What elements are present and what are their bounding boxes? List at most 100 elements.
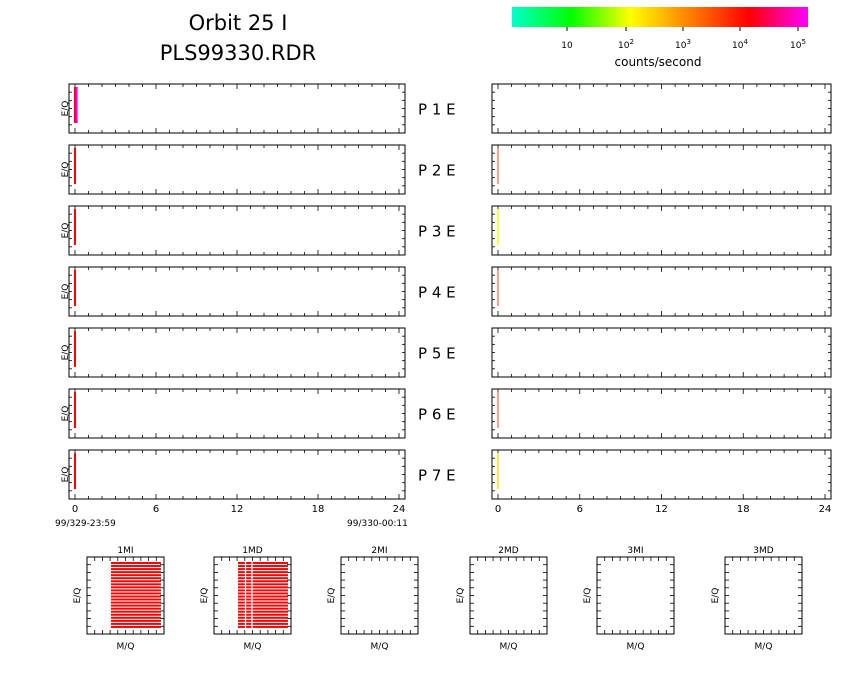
spectrum-row xyxy=(111,580,161,583)
spectrum-row xyxy=(111,610,161,613)
panel-frame xyxy=(68,144,406,195)
mass-panel-title: 1MD xyxy=(242,546,262,556)
mass-panel-title: 3MD xyxy=(753,546,773,556)
panel-frame xyxy=(340,556,419,635)
e-q-axis-label: E/Q xyxy=(583,588,593,604)
spectrum-row xyxy=(111,607,161,610)
panel-frame xyxy=(491,449,832,500)
title-line-2: PLS99330.RDR xyxy=(160,41,317,65)
spectrum-row xyxy=(238,571,288,574)
spectrum-row xyxy=(111,577,161,580)
x-tick-label: 0 xyxy=(72,504,78,515)
spectrum-row xyxy=(238,601,288,604)
panel-label: P 7 E xyxy=(418,467,456,485)
spectrum-row xyxy=(111,574,161,577)
panel-label: P 2 E xyxy=(418,162,456,180)
spectrum-row xyxy=(238,592,288,595)
spectrum-row xyxy=(111,601,161,604)
spectrum-row xyxy=(238,598,288,601)
spectrum-row xyxy=(111,586,161,589)
spectrum-row xyxy=(238,583,288,586)
spectrum-row xyxy=(238,595,288,598)
e-q-axis-label: E/Q xyxy=(61,467,71,483)
e-q-axis-label: E/Q xyxy=(61,223,71,239)
x-tick-label: 24 xyxy=(393,504,406,515)
x-tick-label: 24 xyxy=(819,504,832,515)
spectrum-row xyxy=(238,625,288,628)
panel-frame xyxy=(68,266,406,317)
panel-frame xyxy=(491,144,832,195)
spectrum-row xyxy=(238,565,288,568)
colorbar-tick-label: 102 xyxy=(618,38,634,51)
spectrum-row xyxy=(238,616,288,619)
e-q-axis-label: E/Q xyxy=(61,345,71,361)
m-q-axis-label: M/Q xyxy=(244,642,262,652)
x-tick-label: 6 xyxy=(153,504,159,515)
panel-frame xyxy=(68,449,406,500)
mass-panel-title: 2MI xyxy=(371,546,387,556)
colorbar-tick-label: 104 xyxy=(732,38,748,51)
colorbar-ticks: 10 102 103 104 105 xyxy=(561,27,806,51)
spectrum-row xyxy=(111,598,161,601)
spectrum-row xyxy=(111,595,161,598)
spectrum-row xyxy=(238,622,288,625)
m-q-axis-label: M/Q xyxy=(371,642,389,652)
mass-panel: 3MD M/Q E/Q xyxy=(711,546,803,652)
spectrum-row xyxy=(111,592,161,595)
spectrum-row xyxy=(238,610,288,613)
panel-label: P 6 E xyxy=(418,406,456,424)
spectrum-row xyxy=(111,565,161,568)
mass-panel: 1MI M/Q E/Q xyxy=(73,546,165,652)
m-q-axis-label: M/Q xyxy=(627,642,645,652)
spectrum-row xyxy=(111,583,161,586)
colorbar-tick-label: 10 xyxy=(561,41,573,51)
panel-frame xyxy=(596,556,675,635)
mass-panel: 2MD M/Q E/Q xyxy=(456,546,548,652)
spectrum-row xyxy=(238,562,288,564)
panel-frame xyxy=(469,556,548,635)
mass-panel: 2MI M/Q E/Q xyxy=(327,546,419,652)
panel-frame xyxy=(491,388,832,439)
e-q-axis-label: E/Q xyxy=(711,588,721,604)
left-panel-stack: E/Q P 1 E E/Q P 2 E E/Q P 3 E E/Q P 4 E E/Q P 5 E… xyxy=(61,83,456,515)
panel-frame xyxy=(68,83,406,134)
x-tick-label: 18 xyxy=(737,504,750,515)
mass-panel: 1MD M/Q E/Q xyxy=(200,546,292,652)
e-q-axis-label: E/Q xyxy=(73,588,83,604)
spectrum-row xyxy=(238,586,288,589)
x-tick-label: 18 xyxy=(312,504,325,515)
spectrum-row xyxy=(111,568,161,571)
spectrum-row xyxy=(238,619,288,622)
mass-spectrum-panels: 1MI M/Q E/Q 1MD M/Q E/Q 2MI M/Q E/Q 2MD M/Q E/Q 3MI M… xyxy=(73,546,803,652)
spectrum-row xyxy=(111,589,161,592)
x-tick-label: 12 xyxy=(655,504,668,515)
panel-label: P 1 E xyxy=(418,101,456,119)
panel-frame xyxy=(491,83,832,134)
start-time-label: 99/329-23:59 xyxy=(55,519,116,529)
e-q-axis-label: E/Q xyxy=(61,162,71,178)
title-line-1: Orbit 25 I xyxy=(189,11,288,35)
spectrum-row xyxy=(238,580,288,583)
panel-frame xyxy=(68,388,406,439)
spectrum-row xyxy=(238,577,288,580)
e-q-axis-label: E/Q xyxy=(61,284,71,300)
colorbar-tick-label: 103 xyxy=(675,38,691,51)
e-q-axis-label: E/Q xyxy=(200,588,210,604)
mass-panel-title: 2MD xyxy=(498,546,518,556)
spectrum-row xyxy=(238,604,288,607)
spectrum-row xyxy=(238,574,288,577)
x-tick-label: 6 xyxy=(577,504,583,515)
spectrum-row xyxy=(111,625,161,628)
x-tick-label: 12 xyxy=(231,504,244,515)
spectrum-row xyxy=(111,571,161,574)
spectrum-row xyxy=(238,607,288,610)
end-time-label: 99/330-00:11 xyxy=(347,519,408,529)
x-tick-label: 0 xyxy=(495,504,501,515)
e-q-axis-label: E/Q xyxy=(61,101,71,117)
panel-frame xyxy=(68,327,406,378)
colorbar-label: counts/second xyxy=(615,55,702,69)
panel-label: P 5 E xyxy=(418,345,456,363)
spectrum-row xyxy=(111,616,161,619)
spectrum-row xyxy=(111,562,161,564)
